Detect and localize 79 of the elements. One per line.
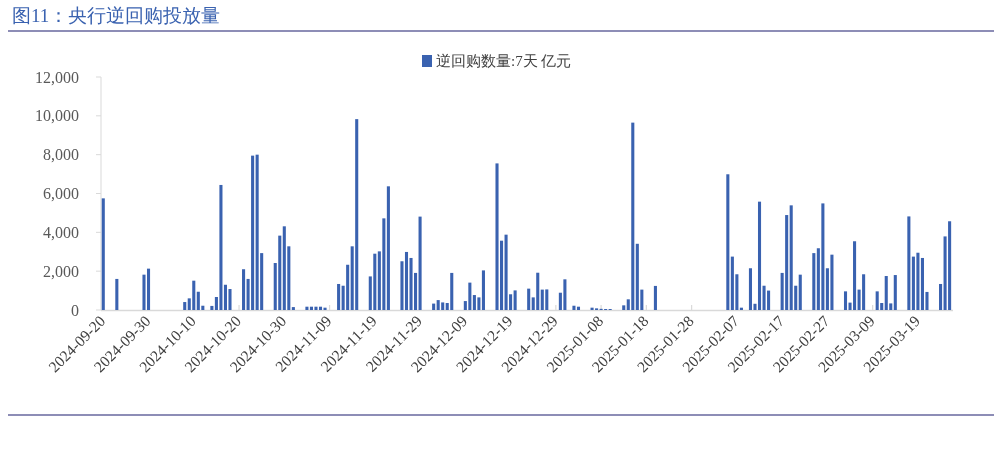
bar [183, 302, 187, 310]
bar [418, 216, 422, 310]
bar [504, 234, 508, 310]
bar [282, 226, 286, 310]
y-tick-label: 10,000 [35, 107, 79, 125]
bar [146, 268, 151, 310]
legend: 逆回购数量:7天 亿元 [422, 53, 572, 69]
bar [477, 297, 481, 310]
bar [432, 303, 436, 310]
y-tick-label: 0 [71, 301, 79, 319]
bar [382, 218, 386, 310]
chart-title: 图11：央行逆回购投放量 [12, 5, 221, 26]
bar [798, 274, 802, 310]
bar [386, 186, 390, 310]
bar [812, 253, 816, 310]
bar [757, 201, 762, 310]
bar [830, 254, 834, 310]
bar [373, 253, 377, 310]
bar [622, 305, 626, 310]
bar [563, 279, 567, 310]
bar [436, 300, 440, 310]
bar [540, 289, 544, 310]
bar [404, 251, 409, 310]
bar [545, 289, 549, 310]
bar [495, 163, 499, 310]
bar [314, 306, 318, 310]
bar [219, 184, 223, 310]
y-tick-label: 8,000 [43, 146, 79, 164]
bar [337, 283, 341, 310]
bar [635, 243, 639, 310]
bar [527, 288, 531, 310]
bar [875, 291, 879, 310]
bar [291, 307, 295, 310]
bar [911, 256, 915, 310]
bar [916, 252, 920, 310]
bar [115, 278, 119, 310]
bar [472, 295, 476, 310]
bar [767, 290, 771, 310]
bar [572, 305, 576, 310]
bar [192, 280, 196, 310]
bar [653, 285, 657, 310]
bar [318, 306, 323, 310]
bar [762, 285, 766, 310]
bar [210, 305, 214, 310]
bar [468, 282, 472, 310]
bar [278, 235, 282, 310]
bar [631, 122, 635, 310]
y-tick-label: 12,000 [35, 68, 79, 86]
y-tick-label: 6,000 [43, 185, 79, 202]
bar [228, 289, 232, 310]
bar [251, 155, 255, 310]
bar [948, 221, 952, 310]
bar [576, 306, 581, 310]
bar [785, 215, 789, 310]
bar [821, 203, 825, 310]
bar [481, 270, 485, 310]
bar [101, 198, 105, 310]
bar [862, 274, 866, 310]
bar [730, 256, 734, 310]
bar [441, 302, 445, 310]
bar [939, 283, 943, 310]
y-tick-label: 2,000 [43, 262, 79, 280]
bar [907, 216, 911, 310]
bar [789, 205, 793, 310]
bar [196, 291, 200, 310]
bar [893, 275, 897, 310]
bar [323, 307, 327, 310]
bar [513, 290, 517, 310]
bar [305, 306, 309, 310]
bar [536, 272, 540, 310]
y-tick-label: 4,000 [43, 223, 79, 241]
bar [843, 291, 848, 310]
bar [255, 154, 259, 310]
bar [242, 269, 246, 310]
bar [346, 264, 350, 310]
bar [884, 276, 888, 310]
bar [450, 272, 454, 310]
bar [355, 119, 359, 310]
bar [726, 174, 730, 310]
